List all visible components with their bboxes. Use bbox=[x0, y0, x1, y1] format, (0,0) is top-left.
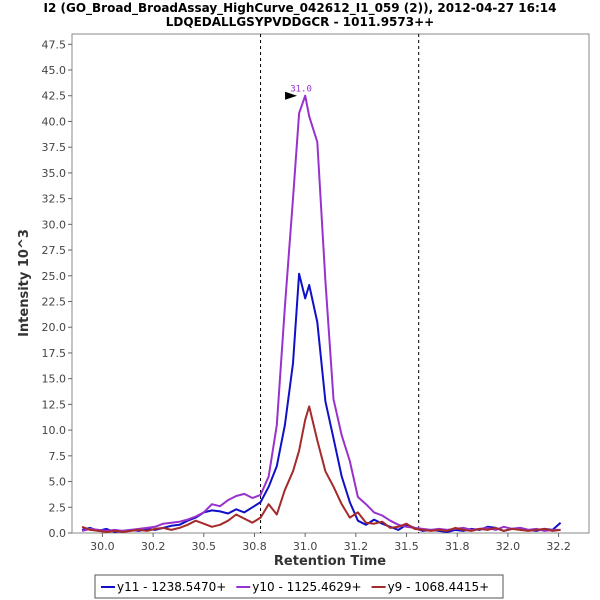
legend bbox=[94, 574, 504, 599]
series-line-3 bbox=[81, 405, 561, 533]
y-tick-label: 37.5 bbox=[42, 141, 67, 154]
y-tick-label: 20.0 bbox=[42, 321, 67, 334]
x-tick-label: 31.8 bbox=[445, 540, 470, 553]
y-tick-label: 22.5 bbox=[42, 296, 67, 309]
y-tick-label: 35.0 bbox=[42, 167, 67, 180]
y-tick-label: 12.5 bbox=[42, 398, 67, 411]
chart-subtitle: LDQEDALLGSYPVDDGCR - 1011.9573++ bbox=[166, 15, 434, 29]
y-tick-label: 30.0 bbox=[42, 218, 67, 231]
series-layer bbox=[81, 94, 562, 533]
y-tick-label: 17.5 bbox=[42, 347, 67, 360]
y-tick-label: 40.0 bbox=[42, 115, 67, 128]
y-tick-label: 25.0 bbox=[42, 270, 67, 283]
y-tick-label: 27.5 bbox=[42, 244, 67, 257]
x-tick-label: 31.0 bbox=[293, 540, 318, 553]
y-tick-label: 2.5 bbox=[49, 501, 67, 514]
y-tick-label: 42.5 bbox=[42, 90, 67, 103]
peak-label: 31.0 bbox=[290, 85, 312, 95]
plot-area bbox=[71, 33, 590, 534]
y-tick-label: 0.0 bbox=[49, 527, 67, 540]
x-tick-label: 32.0 bbox=[496, 540, 521, 553]
peak-arrow bbox=[285, 91, 298, 100]
x-tick-label: 30.0 bbox=[90, 540, 115, 553]
y-tick-label: 47.5 bbox=[42, 38, 67, 51]
y-tick-label: 5.0 bbox=[49, 476, 67, 489]
x-axis: 30.0 30.2 30.5 30.8 31.0 31.2 31.5 31.8 32.0 32.2 bbox=[90, 533, 571, 553]
x-tick-label: 30.5 bbox=[192, 540, 217, 553]
chart-title: I2 (GO_Broad_BroadAssay_HighCurve_042612… bbox=[44, 1, 557, 16]
legend-items: y11 - 1238.5470+ y10 - 1125.4629+ y9 - 106… bbox=[101, 580, 489, 594]
legend-label-1: y11 - 1238.5470+ bbox=[117, 580, 226, 594]
x-tick-label: 30.2 bbox=[141, 540, 166, 553]
x-tick-label: 31.5 bbox=[394, 540, 419, 553]
x-tick-label: 30.8 bbox=[242, 540, 267, 553]
legend-label-3: y9 - 1068.4415+ bbox=[388, 580, 490, 594]
peak-annotation: 31.0 bbox=[285, 85, 312, 100]
y-tick-label: 15.0 bbox=[42, 373, 67, 386]
y-axis-label: Intensity 10^3 bbox=[17, 229, 32, 337]
legend-label-2: y10 - 1125.4629+ bbox=[252, 580, 361, 594]
retention-boundary-lines bbox=[260, 34, 420, 533]
x-axis-label: Retention Time bbox=[274, 554, 386, 569]
y-tick-label: 32.5 bbox=[42, 193, 67, 206]
y-tick-label: 7.5 bbox=[49, 450, 67, 463]
y-tick-label: 10.0 bbox=[42, 424, 67, 437]
y-axis: 0.0 2.5 5.0 7.5 10.0 12.5 15.0 17.5 20.0 22.5 25.0… bbox=[42, 38, 72, 540]
x-tick-label: 32.2 bbox=[546, 540, 571, 553]
y-tick-label: 45.0 bbox=[42, 64, 67, 77]
x-tick-label: 31.2 bbox=[344, 540, 369, 553]
